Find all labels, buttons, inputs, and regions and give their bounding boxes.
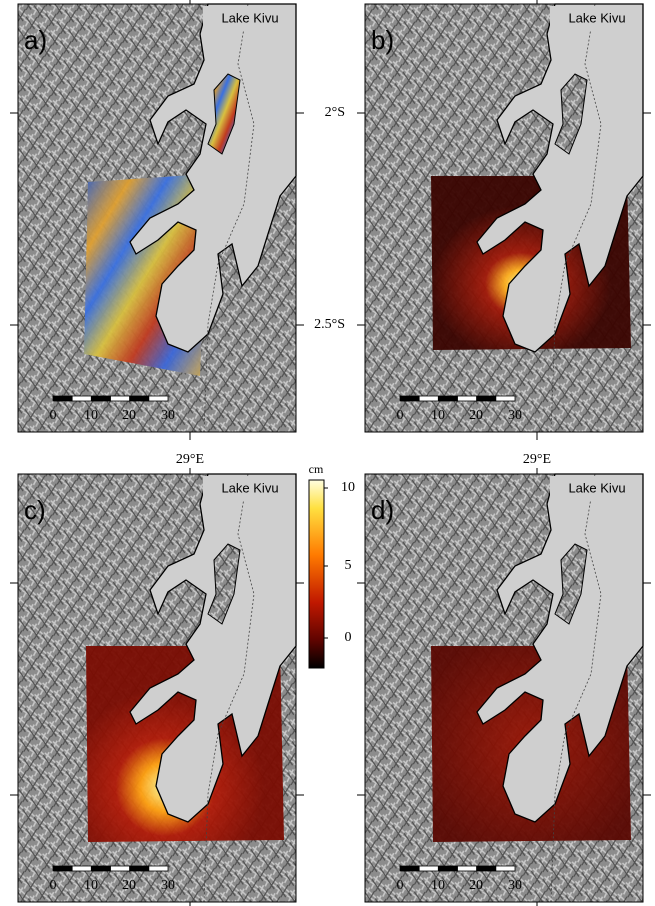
scale-label: 10 [431,408,445,423]
scale-segment [91,396,110,401]
lake-name: Lake Kivu [221,480,278,495]
panel-label: d) [371,495,394,525]
scale-segment [400,396,419,401]
colorbar-label: 10 [341,480,355,495]
scale-segment [130,396,149,401]
scale-segment [149,396,168,401]
colorbar [309,480,324,668]
lake-name: Lake Kivu [568,10,625,25]
scale-label: 20 [122,878,136,893]
lon-label: 29°E [523,452,551,467]
panel-label: c) [24,495,46,525]
scale-segment [438,396,457,401]
scale-label: 20 [122,408,136,423]
page: {"panels": [ {"label": "a)", "lake": "La… [0,0,655,906]
scale-label: 20 [469,878,483,893]
scale-segment [477,866,496,871]
scale-segment [458,866,477,871]
lake-name: Lake Kivu [221,10,278,25]
scale-segment [438,866,457,871]
scale-segment [72,866,91,871]
panel-label: b) [371,25,394,55]
scale-segment [419,866,438,871]
scale-segment [400,866,419,871]
colorbar-unit: cm [309,462,324,476]
scale-segment [496,866,515,871]
map-panel: Lake Kivu d) 0 10 20 30 [357,468,651,906]
map-panel: Lake Kivu c) 0 10 20 30 [10,468,304,906]
colorbar-label: 5 [345,558,352,573]
scale-label: 10 [84,408,98,423]
scale-label: 30 [508,408,522,423]
scale-segment [477,396,496,401]
scale-label: 0 [397,408,404,423]
map-panel: Lake Kivu b) 0 10 20 30 [357,0,651,440]
scale-segment [149,866,168,871]
colorbar-label: 0 [345,630,352,645]
scale-label: 0 [397,878,404,893]
scale-label: 10 [84,878,98,893]
lon-label: 29°E [176,452,204,467]
figure: 2°S 2.5°S 29°E 29°E cm Lake Kivu a) 0 10 20 3… [0,0,655,906]
scale-segment [72,396,91,401]
scale-label: 10 [431,878,445,893]
scale-segment [111,396,130,401]
map-panel: Lake Kivu a) 0 10 20 30 [10,0,304,440]
lake-name: Lake Kivu [568,480,625,495]
scale-segment [53,396,72,401]
scale-label: 0 [50,408,57,423]
scale-segment [130,866,149,871]
scale-segment [458,396,477,401]
scale-label: 20 [469,408,483,423]
lat-label: 2.5°S [314,317,345,332]
scale-label: 0 [50,878,57,893]
panel-label: a) [24,25,47,55]
scale-segment [53,866,72,871]
scale-label: 30 [508,878,522,893]
scale-segment [111,866,130,871]
scale-segment [91,866,110,871]
lat-label: 2°S [325,105,345,120]
scale-label: 30 [161,408,175,423]
scale-segment [419,396,438,401]
scale-label: 30 [161,878,175,893]
scale-segment [496,396,515,401]
